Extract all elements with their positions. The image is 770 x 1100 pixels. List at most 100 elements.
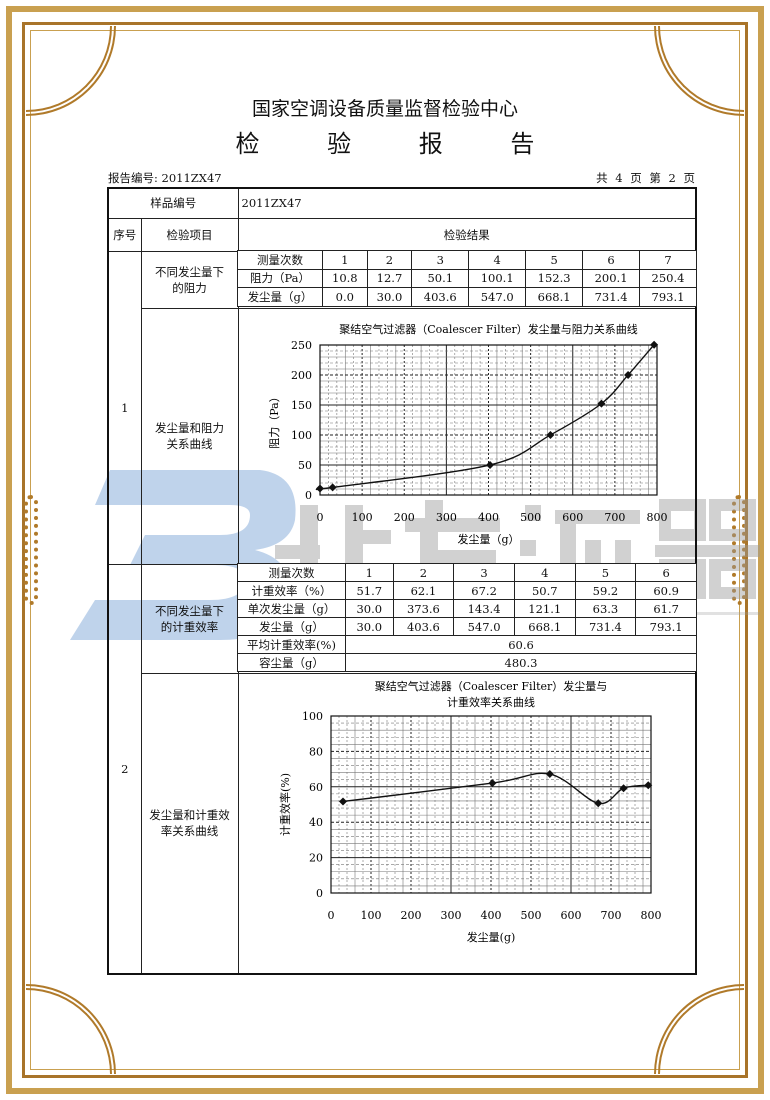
col-item: 检验项目	[140, 217, 239, 252]
table-cell: 121.1	[513, 599, 576, 618]
x-tick-label: 800	[641, 909, 662, 922]
plot-frame	[330, 715, 652, 894]
y-tick-label: 0	[305, 489, 312, 502]
y-tick-label: 250	[291, 339, 312, 352]
col-seq: 序号	[107, 217, 142, 252]
x-tick-label: 800	[647, 511, 668, 524]
item-1b: 发尘量和阻力关系曲线	[140, 307, 239, 565]
table-row: 发尘量（g） 0.0 30.0 403.6 547.0 668.1 731.4 793.1	[237, 287, 697, 307]
y-tick-label: 0	[316, 887, 323, 900]
row-label: 发尘量（g）	[237, 287, 323, 307]
row-label: 测量次数	[237, 250, 323, 270]
efficiency-table: 测量次数 1 2 3 4 5 6 计重效率（%） 51.7 62.1 67.2 50.7 59.2 60.…	[237, 563, 697, 672]
x-tick-label: 100	[352, 511, 373, 524]
x-tick-label: 500	[520, 511, 541, 524]
report-title: 检 验 报 告	[235, 130, 565, 158]
y-tick-label: 100	[302, 710, 323, 723]
data-point	[488, 779, 497, 788]
resistance-chart: 0 100 200 300 400 500 600 700 800 0 50 100 150 200 250…	[268, 322, 668, 546]
chart-title: 聚结空气过滤器（Coalescer Filter）发尘量与	[375, 679, 608, 693]
table-cell: 4	[468, 250, 527, 270]
side-ornament	[24, 495, 38, 605]
chart-title: 聚结空气过滤器（Coalescer Filter）发尘量与阻力关系曲线	[339, 322, 638, 336]
table-cell: 6	[635, 563, 697, 582]
data-point	[316, 484, 324, 493]
table-cell: 143.4	[453, 599, 515, 618]
data-point	[650, 340, 659, 349]
table-row: 单次发尘量（g） 30.0 373.6 143.4 121.1 63.3 61.7	[237, 599, 697, 618]
y-tick-label: 40	[309, 816, 323, 829]
y-axis-label: 阻力（Pa）	[268, 391, 281, 448]
table-cell: 1	[345, 563, 394, 582]
table-cell: 60.9	[635, 581, 697, 600]
table-cell: 2	[392, 563, 455, 582]
x-tick-label: 700	[601, 909, 622, 922]
resistance-table: 测量次数 1 2 3 4 5 6 7 阻力（Pa） 10.8 12.7 50.1 100.1 152.3 2…	[237, 250, 697, 307]
table-cell: 152.3	[525, 268, 584, 289]
item-1a: 不同发尘量下的阻力	[140, 250, 239, 309]
y-axis-label: 计重效率(%)	[278, 773, 292, 836]
table-cell: 373.6	[392, 599, 455, 618]
border-outer	[6, 6, 764, 1094]
table-cell: 10.8	[322, 268, 368, 289]
table-cell: 5	[574, 563, 637, 582]
table-cell: 547.0	[468, 287, 527, 307]
x-tick-label: 600	[562, 511, 583, 524]
chart1-cell	[237, 307, 697, 565]
table-cell: 403.6	[392, 617, 455, 636]
x-tick-label: 600	[561, 909, 582, 922]
x-tick-label: 500	[521, 909, 542, 922]
page-info: 共 4 页 第 2 页	[596, 171, 697, 185]
y-tick-label: 50	[298, 459, 312, 472]
data-point	[339, 797, 347, 806]
y-tick-label: 150	[291, 399, 312, 412]
chart-title-line2: 计重效率关系曲线	[447, 695, 535, 709]
y-tick-label: 20	[309, 852, 323, 865]
side-ornament	[732, 495, 746, 605]
data-point	[546, 430, 555, 439]
avg-efficiency-value: 60.6	[345, 635, 697, 654]
item-2b: 发尘量和计重效率关系曲线	[140, 672, 239, 975]
table-cell: 793.1	[635, 617, 697, 636]
table-cell: 63.3	[574, 599, 637, 618]
y-tick-label: 100	[291, 429, 312, 442]
table-row: 发尘量（g） 30.0 403.6 547.0 668.1 731.4 793.1	[237, 617, 697, 636]
x-tick-label: 300	[436, 511, 457, 524]
efficiency-chart: 0 100 200 300 400 500 600 700 800 0 20 40 60 80 100 聚结空…	[278, 679, 662, 944]
table-cell: 668.1	[525, 287, 584, 307]
item-2a: 不同发尘量下的计重效率	[140, 563, 239, 674]
row-label: 阻力（Pa）	[237, 268, 323, 289]
table-cell: 0.0	[322, 287, 368, 307]
table-cell: 61.7	[635, 599, 697, 618]
series-line	[342, 772, 649, 805]
table-row: 测量次数 1 2 3 4 5 6	[237, 563, 697, 582]
y-tick-label: 60	[309, 781, 323, 794]
table-cell: 59.2	[574, 581, 637, 600]
table-cell: 731.4	[574, 617, 637, 636]
table-cell: 7	[639, 250, 697, 270]
sample-label: 样品编号	[107, 187, 239, 219]
table-cell: 250.4	[639, 268, 697, 289]
org-name: 国家空调设备质量监督检验中心	[251, 98, 518, 120]
table-cell: 100.1	[468, 268, 527, 289]
table-cell: 200.1	[582, 268, 641, 289]
table-cell: 50.7	[513, 581, 576, 600]
table-row: 测量次数 1 2 3 4 5 6 7	[237, 250, 697, 270]
x-tick-label: 200	[401, 909, 422, 922]
table-cell: 50.1	[411, 268, 470, 289]
data-point	[486, 460, 495, 469]
row-label: 单次发尘量（g）	[237, 599, 346, 618]
table-cell: 12.7	[366, 268, 413, 289]
row-label: 测量次数	[237, 563, 346, 582]
table-row: 阻力（Pa） 10.8 12.7 50.1 100.1 152.3 200.1 250.4	[237, 268, 697, 289]
dust-capacity-value: 480.3	[345, 653, 697, 672]
table-cell: 6	[582, 250, 641, 270]
avg-efficiency-label: 平均计重效率(%)	[237, 635, 346, 654]
table-cell: 3	[453, 563, 515, 582]
row-label: 发尘量（g）	[237, 617, 346, 636]
table-cell: 731.4	[582, 287, 641, 307]
x-tick-label: 0	[328, 909, 335, 922]
data-point	[619, 784, 628, 793]
table-cell: 1	[322, 250, 368, 270]
table-cell: 67.2	[453, 581, 515, 600]
